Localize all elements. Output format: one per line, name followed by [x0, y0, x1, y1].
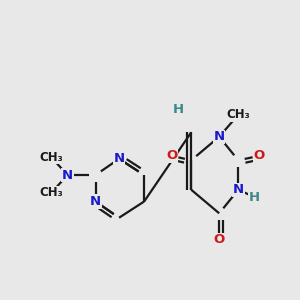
Text: N: N [233, 183, 244, 196]
Text: O: O [253, 149, 265, 162]
Text: H: H [172, 103, 184, 116]
Text: O: O [214, 233, 225, 246]
Text: N: N [90, 195, 101, 208]
Text: H: H [249, 190, 260, 204]
Text: CH₃: CH₃ [40, 186, 63, 199]
Text: O: O [167, 149, 178, 162]
Text: N: N [214, 130, 225, 143]
Text: CH₃: CH₃ [226, 108, 250, 121]
Text: N: N [113, 152, 124, 165]
Text: N: N [62, 169, 73, 182]
Text: CH₃: CH₃ [40, 151, 63, 164]
